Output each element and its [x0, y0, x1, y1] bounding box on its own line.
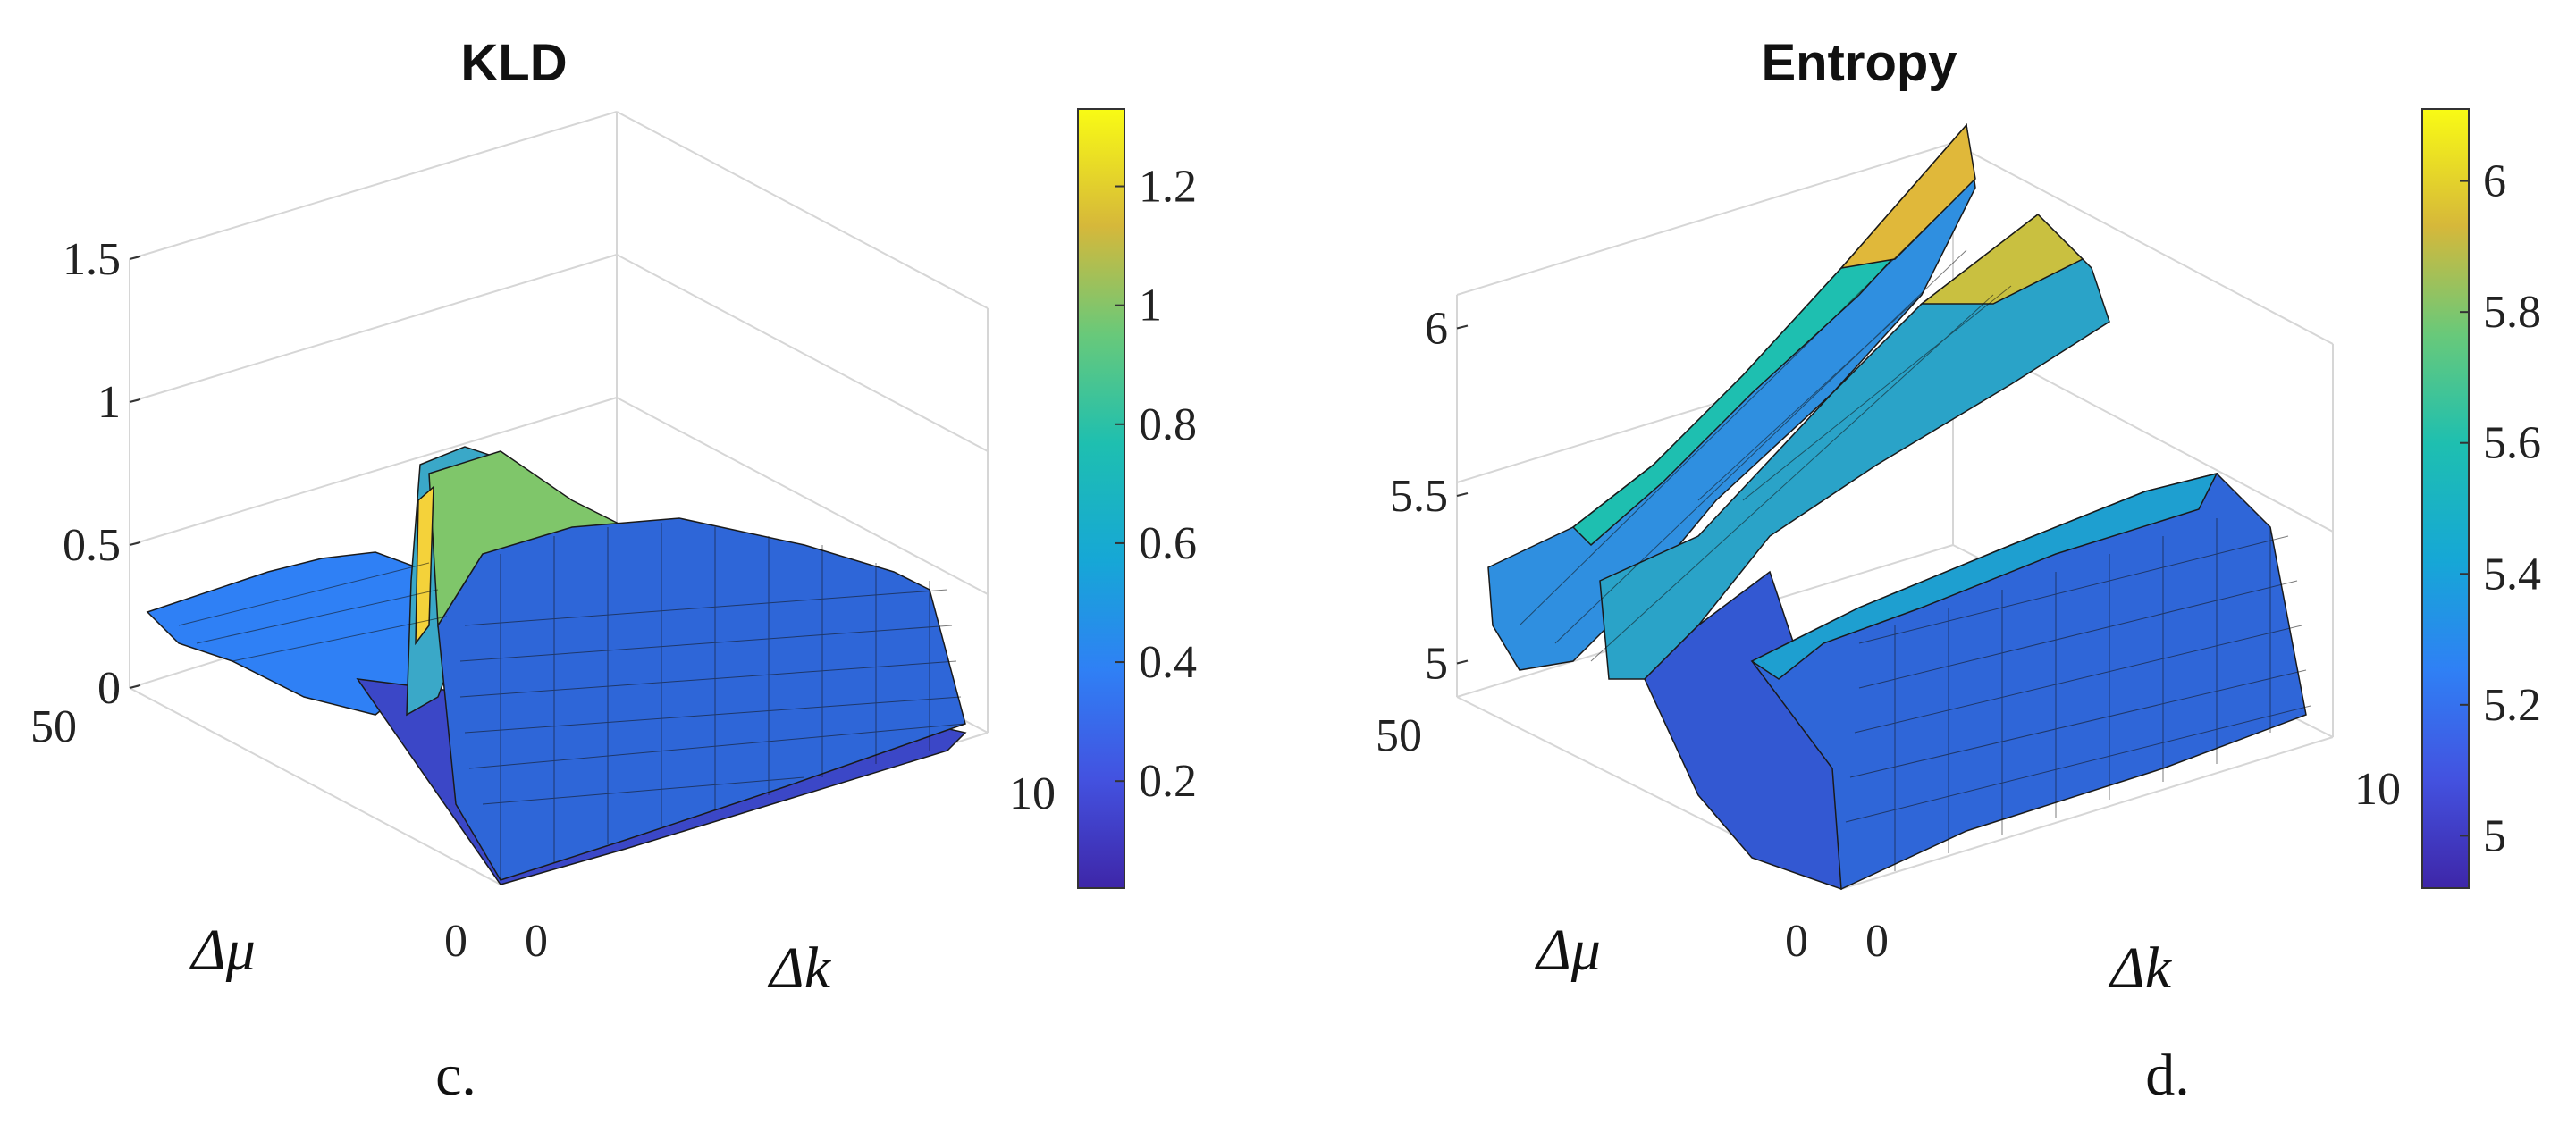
z-axis-ticks: 55.56	[1390, 304, 1469, 690]
y-tick-min: 0	[444, 916, 467, 967]
x-axis-label: Δk	[767, 935, 832, 1001]
colorbar-tick-label: 0.8	[1139, 399, 1197, 450]
colorbar-tick-label: 0.2	[1139, 756, 1197, 807]
y-tick-min: 0	[1785, 916, 1808, 967]
z-tick-label: 1	[97, 377, 121, 428]
surface-mesh	[1519, 205, 2311, 871]
chart-title: Entropy	[1761, 34, 1957, 92]
colorbar-tick-label: 0.6	[1139, 518, 1197, 569]
x-tick-min: 0	[525, 916, 548, 967]
surface-third-crest	[1750, 472, 2218, 680]
chart-title: KLD	[460, 34, 567, 92]
colorbar-tick-label: 5	[2483, 810, 2506, 861]
y-tick-max: 50	[30, 701, 77, 752]
surface-ridge-crest	[1839, 123, 1976, 270]
x-tick-max: 10	[2354, 764, 2401, 815]
panel-caption: c.	[435, 1043, 476, 1108]
z-tick-label: 5.5	[1390, 471, 1448, 522]
surface-mesh	[178, 523, 966, 880]
tick-mark	[129, 256, 141, 260]
z-tick-label: 1.5	[63, 234, 121, 285]
x-tick-max: 10	[1009, 768, 1056, 819]
x-tick-min: 0	[1865, 916, 1889, 967]
colorbar-ticks: 0.2 0.4 0.6 0.8 1 1.2	[1115, 162, 1197, 807]
z-tick-label: 6	[1425, 304, 1448, 355]
colorbar-tick-label: 1	[1139, 281, 1162, 331]
colorbar	[1077, 108, 1125, 889]
z-tick-label: 5	[1425, 639, 1448, 690]
z-tick-label: 0.5	[63, 520, 121, 571]
tick-mark	[1456, 659, 1469, 665]
tick-mark	[1456, 324, 1469, 330]
tick-mark	[129, 541, 141, 546]
colorbar-tick-label: 5.2	[2483, 680, 2541, 731]
colorbar-tick-label: 5.8	[2483, 287, 2541, 338]
tick-mark	[129, 398, 141, 403]
colorbar-tick-label: 0.4	[1139, 637, 1197, 688]
surface	[1487, 123, 2307, 891]
surface	[146, 446, 967, 885]
tick-mark	[129, 684, 141, 689]
y-tick-max: 50	[1376, 710, 1422, 761]
panel-kld: KLD	[30, 34, 1197, 1108]
surface-second-crest	[1919, 214, 2084, 305]
tick-mark	[1456, 492, 1469, 497]
panel-caption: d.	[2145, 1043, 2190, 1108]
colorbar-tick-label: 6	[2483, 156, 2506, 207]
panel-entropy: Entropy	[1376, 34, 2541, 1108]
x-axis-label: Δk	[2108, 935, 2173, 1001]
colorbar-ticks: 5 5.2 5.4 5.6 5.8 6	[2460, 156, 2541, 861]
colorbar-tick-label: 5.6	[2483, 418, 2541, 469]
colorbar-tick-label: 5.4	[2483, 549, 2541, 600]
y-axis-label: Δμ	[1534, 918, 1601, 983]
surface-highlight	[415, 485, 434, 646]
colorbar-tick-label: 1.2	[1139, 162, 1197, 213]
y-axis-label: Δμ	[189, 918, 256, 983]
z-tick-label: 0	[97, 663, 121, 714]
z-axis-ticks: 0 0.5 1 1.5	[63, 234, 141, 714]
colorbar	[2421, 108, 2470, 889]
